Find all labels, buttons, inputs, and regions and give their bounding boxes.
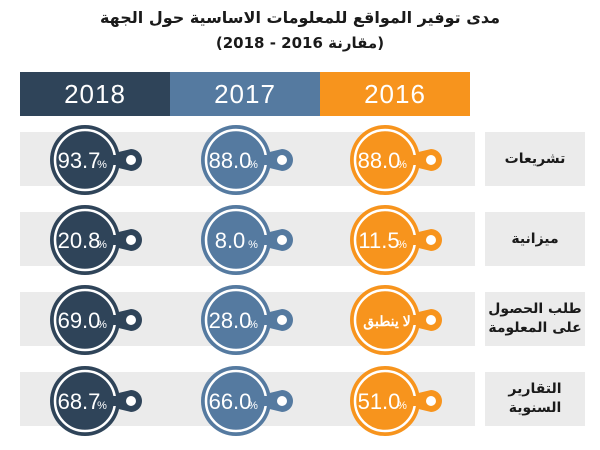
data-label: 66.0 xyxy=(209,389,252,414)
year-header-2017: 2017 xyxy=(170,72,320,116)
badge-ring-gap xyxy=(407,315,419,325)
badge-disk xyxy=(201,125,271,195)
data-label: 8.0 xyxy=(215,228,246,253)
badge-ring-gap xyxy=(107,155,119,165)
percent-sign: % xyxy=(397,239,407,251)
row-label-annual-reports: التقارير السنوية xyxy=(485,372,585,426)
data-label: 11.5 xyxy=(358,228,399,253)
badge-ring-gap xyxy=(258,155,270,165)
badge-disk xyxy=(350,285,420,355)
badge-disk xyxy=(50,285,120,355)
badge-hole xyxy=(426,396,436,406)
badge-hole xyxy=(277,235,287,245)
badge-disk xyxy=(50,205,120,275)
badge-hole xyxy=(426,155,436,165)
badge-ring-gap xyxy=(407,155,419,165)
percent-sign: % xyxy=(97,159,107,171)
badge-hole xyxy=(126,235,136,245)
data-label: 88.0 xyxy=(209,148,252,173)
badge-disk xyxy=(350,125,420,195)
year-label: 2016 xyxy=(364,78,426,109)
badge-ring-gap xyxy=(107,315,119,325)
percent-sign: % xyxy=(397,159,407,171)
year-header-2016: 2016 xyxy=(320,72,470,116)
year-label: 2017 xyxy=(214,78,276,109)
badge-disk xyxy=(201,285,271,355)
percent-sign: % xyxy=(248,400,258,412)
data-label: 69.0 xyxy=(58,308,101,333)
row-label-budget: ميزانية xyxy=(485,212,585,266)
badge-ring-gap xyxy=(258,396,270,406)
data-label: 68.7 xyxy=(58,389,101,414)
percent-sign: % xyxy=(248,319,258,331)
percent-sign: % xyxy=(248,239,258,251)
percent-sign: % xyxy=(97,319,107,331)
badge-ring-gap xyxy=(258,235,270,245)
year-header-2018: 2018 xyxy=(20,72,170,116)
badge-hole xyxy=(277,396,287,406)
row-label-legislation: تشريعات xyxy=(485,132,585,186)
badge-disk xyxy=(50,125,120,195)
badge-hole xyxy=(126,315,136,325)
badge-hole xyxy=(426,235,436,245)
data-label: لا ينطبق xyxy=(363,313,410,330)
badge-hole xyxy=(426,315,436,325)
badge-hole xyxy=(277,155,287,165)
row-label-information-request: طلب الحصول على المعلومة xyxy=(485,292,585,346)
data-label: 88.0 xyxy=(358,148,401,173)
data-label: 28.0 xyxy=(209,308,252,333)
chart-title: مدى توفير المواقع للمعلومات الاساسية حول… xyxy=(99,8,501,27)
percent-sign: % xyxy=(248,159,258,171)
percent-sign: % xyxy=(97,239,107,251)
percent-sign: % xyxy=(97,400,107,412)
badge-hole xyxy=(277,315,287,325)
badge-disk xyxy=(201,205,271,275)
badge-ring-gap xyxy=(107,396,119,406)
data-label: 20.8 xyxy=(58,228,101,253)
badge-disk xyxy=(350,366,420,436)
chart-subtitle: (مقارنة 2016 - 2018) xyxy=(215,34,385,52)
badge-hole xyxy=(126,155,136,165)
badge-hole xyxy=(126,396,136,406)
percent-sign: % xyxy=(397,400,407,412)
badge-ring-gap xyxy=(407,396,419,406)
year-label: 2018 xyxy=(64,78,126,109)
data-label: 93.7 xyxy=(58,148,101,173)
badge-disk xyxy=(50,366,120,436)
data-label: 51.0 xyxy=(358,389,401,414)
badge-disk xyxy=(350,205,420,275)
badge-ring-gap xyxy=(258,315,270,325)
badge-disk xyxy=(201,366,271,436)
badge-ring-gap xyxy=(407,235,419,245)
badge-ring-gap xyxy=(107,235,119,245)
